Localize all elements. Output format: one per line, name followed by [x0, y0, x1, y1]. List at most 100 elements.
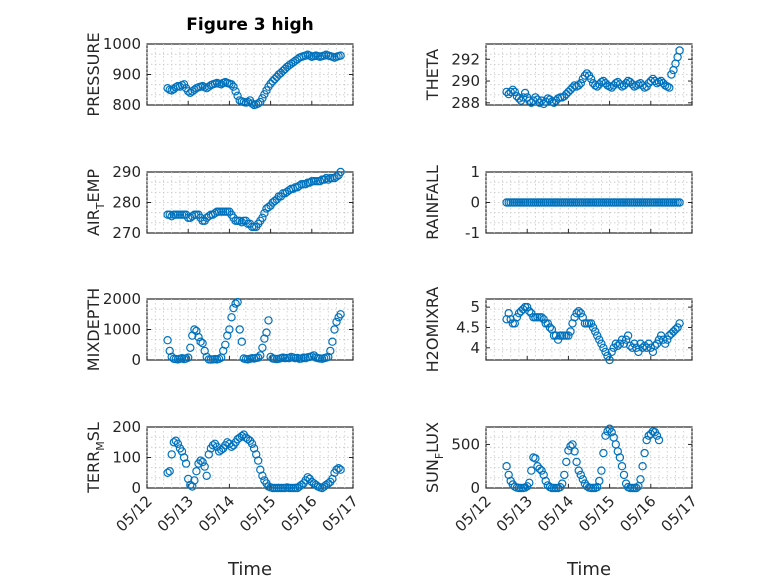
- data-point: [564, 446, 573, 455]
- data-point: [607, 347, 616, 357]
- data-point: [576, 309, 586, 318]
- data-point: [324, 352, 333, 362]
- data-point: [167, 211, 176, 221]
- x-axis-label: Time: [227, 559, 272, 580]
- data-point: [572, 309, 581, 318]
- x-tick-label: 05/13: [493, 492, 536, 535]
- data-point: [264, 316, 273, 325]
- data-point: [198, 457, 207, 467]
- data-point: [173, 439, 183, 448]
- data-point: [632, 483, 641, 493]
- data-point: [198, 339, 207, 348]
- data-point: [623, 331, 633, 340]
- data-point: [270, 196, 279, 206]
- data-point: [175, 82, 185, 91]
- data-point: [305, 178, 314, 187]
- y-axis-label: MIXDEPTH: [84, 288, 103, 371]
- y-tick-label: 500: [451, 435, 480, 453]
- data-point: [667, 70, 676, 79]
- y-tick-label: 5: [470, 298, 480, 316]
- y-tick-label: 200: [112, 418, 141, 436]
- x-tick-label: 05/16: [616, 492, 659, 535]
- figure-title: Figure 3 high: [186, 15, 314, 35]
- x-tick-label: 05/13: [154, 492, 197, 535]
- data-point: [675, 46, 684, 55]
- y-axis-label: PRESSURE: [84, 32, 103, 116]
- data-point: [603, 427, 612, 436]
- data-point: [165, 210, 174, 219]
- data-point: [646, 343, 656, 352]
- y-tick-label: 288: [451, 94, 480, 112]
- data-point: [270, 74, 279, 84]
- data-point: [186, 343, 195, 352]
- data-point: [264, 202, 273, 212]
- data-point: [525, 478, 534, 487]
- data-point: [661, 339, 670, 348]
- data-point: [576, 470, 586, 480]
- data-point: [192, 467, 201, 476]
- data-point: [615, 453, 625, 462]
- data-point: [671, 325, 680, 334]
- data-point: [233, 91, 242, 101]
- data-point: [607, 428, 616, 437]
- data-point: [295, 181, 304, 190]
- data-point: [564, 331, 573, 340]
- data-point: [609, 343, 618, 352]
- data-point: [303, 473, 312, 482]
- data-point: [231, 299, 240, 308]
- data-point: [572, 457, 581, 467]
- data-point: [266, 79, 275, 88]
- y-tick-label: 100: [112, 449, 141, 467]
- y-axis-label: TERRMSL: [84, 422, 107, 494]
- data-point: [258, 94, 267, 103]
- data-point: [163, 336, 172, 345]
- data-point: [262, 328, 271, 337]
- x-tick-label: 05/17: [319, 492, 362, 535]
- data-point: [611, 339, 621, 348]
- data-point: [163, 83, 172, 93]
- data-point: [328, 337, 337, 346]
- data-point: [194, 332, 203, 342]
- data-point: [258, 213, 267, 222]
- data-point: [165, 467, 174, 476]
- data-point: [605, 355, 614, 365]
- data-point: [196, 337, 205, 346]
- x-tick-label: 05/14: [195, 492, 238, 535]
- data-point: [570, 447, 579, 456]
- data-point: [332, 317, 341, 327]
- data-point: [514, 94, 524, 103]
- data-point: [336, 167, 345, 177]
- data-point: [597, 339, 606, 348]
- data-point: [588, 323, 598, 332]
- data-point: [229, 303, 238, 313]
- data-point: [638, 462, 647, 471]
- data-point: [200, 346, 209, 356]
- data-point: [591, 327, 600, 336]
- subplot-rainfall: -1 0 1 RAINFALL: [423, 163, 693, 242]
- y-tick-label: 900: [112, 66, 141, 84]
- data-point: [675, 198, 684, 207]
- data-point: [654, 435, 664, 445]
- data-point: [650, 76, 660, 86]
- x-tick-label: 05/15: [575, 492, 618, 535]
- data-point: [586, 319, 596, 328]
- data-point: [502, 462, 511, 471]
- data-point: [320, 175, 329, 184]
- data-point: [537, 466, 546, 475]
- y-tick-label: 4: [470, 339, 480, 357]
- data-point: [652, 431, 662, 440]
- data-point: [650, 341, 660, 350]
- data-point: [208, 441, 218, 450]
- data-point: [675, 319, 684, 328]
- data-point: [663, 335, 672, 344]
- y-tick-label: 0: [131, 351, 141, 369]
- data-point: [506, 87, 515, 97]
- data-point: [562, 457, 571, 467]
- data-point: [646, 429, 656, 439]
- x-tick-label: 05/15: [236, 492, 279, 535]
- data-point: [260, 208, 269, 218]
- data-point: [640, 448, 649, 458]
